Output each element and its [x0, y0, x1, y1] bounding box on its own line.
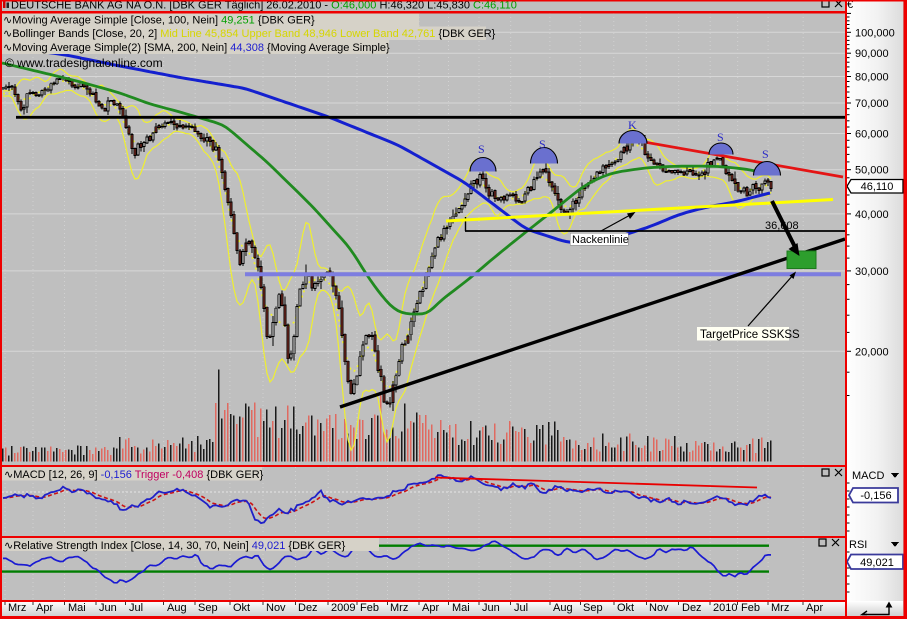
- svg-text:60,000: 60,000: [855, 129, 889, 141]
- svg-text:Mrz: Mrz: [8, 602, 26, 614]
- svg-text:Dez: Dez: [298, 602, 318, 614]
- svg-text:Okt: Okt: [233, 602, 250, 614]
- svg-text:∿Bollinger Bands [Close, 20, 2: ∿Bollinger Bands [Close, 20, 2] Mid Line…: [3, 28, 496, 40]
- svg-text:40,000: 40,000: [855, 209, 889, 221]
- svg-text:Feb: Feb: [360, 602, 379, 614]
- svg-text:Aug: Aug: [167, 602, 187, 614]
- svg-text:90,000: 90,000: [855, 48, 889, 60]
- svg-text:€: €: [847, 0, 853, 11]
- svg-text:Nov: Nov: [649, 602, 669, 614]
- svg-text:100,000: 100,000: [855, 27, 895, 39]
- svg-text:Sep: Sep: [198, 602, 218, 614]
- svg-text:2010: 2010: [713, 602, 737, 614]
- svg-text:Apr: Apr: [422, 602, 439, 614]
- svg-text:Sep: Sep: [583, 602, 603, 614]
- svg-text:S: S: [539, 137, 546, 151]
- svg-text:2009: 2009: [331, 602, 355, 614]
- svg-text:∿MACD [12, 26, 9] -0,156 Trigg: ∿MACD [12, 26, 9] -0,156 Trigger -0,408 …: [4, 469, 264, 481]
- svg-text:36,608: 36,608: [765, 220, 799, 232]
- svg-text:Mrz: Mrz: [771, 602, 789, 614]
- svg-text:Nov: Nov: [266, 602, 286, 614]
- svg-text:Mai: Mai: [68, 602, 86, 614]
- svg-text:∿Moving Average Simple(2) [SMA: ∿Moving Average Simple(2) [SMA, 200, Nei…: [3, 42, 390, 54]
- svg-text:80,000: 80,000: [855, 72, 889, 84]
- svg-text:Apr: Apr: [806, 602, 823, 614]
- svg-text:30,000: 30,000: [855, 266, 889, 278]
- svg-text:∿Moving Average Simple [Close,: ∿Moving Average Simple [Close, 100, Nein…: [3, 15, 315, 27]
- svg-text:Mrz: Mrz: [390, 602, 408, 614]
- svg-text:20,000: 20,000: [855, 346, 889, 358]
- svg-text:TargetPrice SSKSS: TargetPrice SSKSS: [700, 329, 800, 341]
- svg-text:Okt: Okt: [617, 602, 634, 614]
- svg-text:© www.tradesignalonline.com: © www.tradesignalonline.com: [5, 56, 163, 70]
- svg-text:Jun: Jun: [482, 602, 500, 614]
- svg-text:Feb: Feb: [741, 602, 760, 614]
- svg-text:Jul: Jul: [129, 602, 143, 614]
- svg-text:50,000: 50,000: [855, 165, 889, 177]
- svg-text:-0,156: -0,156: [860, 490, 891, 502]
- svg-text:K: K: [628, 118, 637, 132]
- svg-text:Jul: Jul: [514, 602, 528, 614]
- svg-text:Dez: Dez: [682, 602, 702, 614]
- svg-text:70,000: 70,000: [855, 98, 889, 110]
- svg-text:S: S: [762, 147, 769, 161]
- svg-text:RSI: RSI: [849, 539, 867, 551]
- svg-text:DEUTSCHE BANK AG NA O.N. [DBK: DEUTSCHE BANK AG NA O.N. [DBK GER Täglic…: [11, 0, 517, 12]
- svg-text:46,110: 46,110: [861, 181, 894, 193]
- svg-text:Jun: Jun: [99, 602, 117, 614]
- svg-text:S: S: [717, 130, 724, 144]
- svg-text:S: S: [478, 142, 485, 156]
- svg-text:Mai: Mai: [452, 602, 470, 614]
- svg-text:Apr: Apr: [36, 602, 53, 614]
- svg-text:49,021: 49,021: [860, 557, 894, 569]
- svg-text:∿Relative Strength Index [Clos: ∿Relative Strength Index [Close, 14, 30,…: [4, 540, 346, 552]
- svg-text:Nackenlinie: Nackenlinie: [572, 234, 629, 246]
- svg-text:Aug: Aug: [553, 602, 573, 614]
- svg-text:MACD: MACD: [852, 470, 884, 482]
